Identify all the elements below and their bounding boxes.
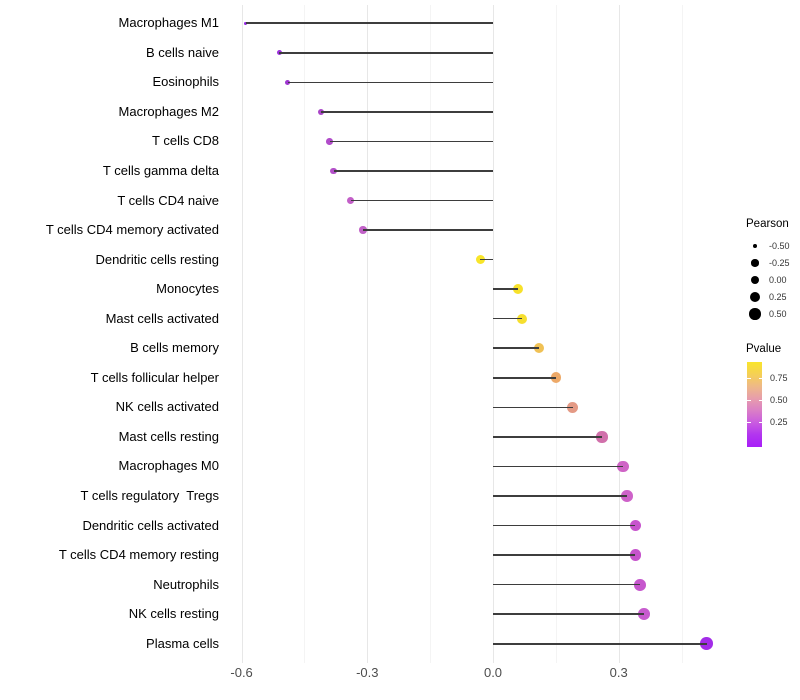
lollipop-stem [493, 436, 602, 438]
lollipop-stem [493, 613, 644, 615]
category-label: T cells CD4 naive [117, 192, 219, 208]
lollipop-dot [550, 372, 562, 384]
legend-pearson-dot [750, 275, 760, 285]
colorbar-tick-mark [758, 421, 762, 423]
gridline-major [493, 5, 494, 663]
gridline-minor [555, 5, 557, 663]
category-label: Eosinophils [152, 74, 220, 90]
gridline-major [367, 5, 369, 663]
lollipop-dot [533, 343, 545, 354]
lollipop-dot [346, 196, 355, 205]
gridline-minor [430, 5, 432, 663]
category-label: Neutrophils [153, 576, 219, 592]
lollipop-stem [493, 406, 573, 409]
lollipop-dot [475, 254, 486, 265]
lollipop-stem [333, 170, 493, 172]
lollipop-stem [493, 347, 540, 350]
x-tick-label: -0.3 [356, 665, 379, 680]
lollipop-stem [493, 524, 636, 527]
lollipop-stem [493, 583, 640, 586]
lollipop-stem [279, 51, 493, 54]
lollipop-dot [617, 460, 629, 473]
category-label: Mast cells activated [105, 310, 219, 326]
lollipop-dot [513, 284, 524, 295]
lollipop-stem [287, 81, 493, 84]
lollipop-dot [285, 79, 291, 85]
pvalue-colorbar [747, 362, 762, 447]
category-label: T cells gamma delta [102, 162, 219, 178]
legend-pearson-value: -0.50 [769, 241, 790, 251]
lollipop-stem [329, 140, 493, 143]
category-label: Dendritic cells activated [82, 517, 219, 533]
legend-pearson-value: 0.25 [769, 292, 787, 302]
gridline-major [618, 5, 620, 663]
lollipop-stem [350, 199, 493, 202]
gridline-minor [304, 5, 306, 663]
lollipop-stem [245, 22, 493, 24]
colorbar-tick-mark [747, 399, 751, 401]
colorbar-tick-label: 0.75 [770, 373, 788, 384]
legend-pearson-value: 0.00 [769, 275, 787, 285]
colorbar-tick-label: 0.25 [770, 416, 788, 427]
legend-pearson-dot [749, 291, 761, 303]
colorbar-tick-mark [758, 399, 762, 401]
legend-pearson-dot [749, 308, 761, 320]
lollipop-dot [517, 313, 528, 324]
category-label: B cells naive [146, 44, 219, 60]
category-label: NK cells resting [128, 606, 219, 622]
category-label: T cells follicular helper [90, 369, 219, 385]
category-label: Mast cells resting [118, 428, 219, 444]
lollipop-stem [493, 377, 556, 379]
lollipop-stem [321, 111, 493, 113]
lollipop-stem [493, 642, 707, 645]
x-tick-label: -0.6 [230, 665, 253, 680]
category-label: NK cells activated [115, 399, 219, 415]
colorbar-tick-mark [747, 421, 751, 423]
x-tick-label: 0.0 [483, 665, 503, 680]
legend-pearson-dot [751, 259, 759, 267]
lollipop-dot [359, 226, 367, 234]
lollipop-stem [493, 495, 628, 497]
category-label: Macrophages M1 [118, 15, 219, 31]
legend-pvalue-title: Pvalue [746, 343, 782, 355]
category-label: Macrophages M2 [118, 103, 219, 119]
lollipop-dot [633, 578, 646, 591]
colorbar-tick-label: 0.50 [770, 394, 788, 405]
category-label: Dendritic cells resting [95, 251, 219, 267]
lollipop-stem [363, 229, 493, 231]
category-label: T cells CD8 [152, 133, 219, 149]
lollipop-stem [493, 317, 523, 320]
category-label: T cells CD4 memory activated [45, 222, 219, 238]
colorbar-tick-mark [758, 378, 762, 380]
colorbar-tick-mark [747, 378, 751, 380]
category-label: Plasma cells [146, 635, 219, 651]
lollipop-stem [493, 554, 636, 556]
category-label: Macrophages M0 [118, 458, 219, 474]
category-label: T cells regulatory Tregs [80, 488, 219, 503]
x-tick-label: 0.3 [609, 665, 628, 680]
category-label: T cells CD4 memory resting [58, 547, 219, 563]
category-label: Monocytes [156, 281, 219, 297]
category-label: B cells memory [130, 340, 219, 356]
gridline-major [241, 5, 243, 663]
lollipop-stem [493, 288, 519, 290]
lollipop-stem [493, 465, 623, 468]
lollipop-stem [480, 258, 493, 261]
legend-pearson-value: -0.25 [769, 258, 790, 268]
gridline-minor [681, 5, 683, 663]
legend-pearson-title: Pearson [746, 218, 789, 230]
legend-pearson-value: 0.50 [769, 309, 787, 319]
legend-pearson-dot [752, 243, 758, 249]
